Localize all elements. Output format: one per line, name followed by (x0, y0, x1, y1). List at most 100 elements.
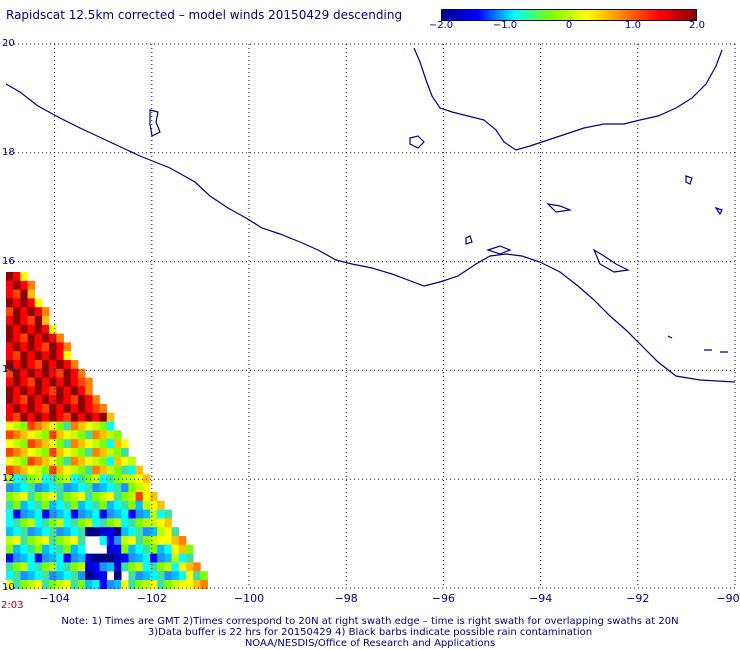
swath-cell (27, 404, 36, 414)
swath-cell (27, 430, 36, 440)
swath-cell (178, 562, 187, 572)
swath-cell (92, 404, 100, 414)
swath-cell (34, 377, 43, 387)
swath-cell (49, 536, 57, 546)
swath-cell (106, 483, 115, 493)
swath-cell (42, 483, 50, 493)
swath-cell (6, 536, 14, 546)
swath-cell (85, 430, 93, 440)
swath-cell (106, 544, 115, 554)
swath-cell (56, 368, 64, 378)
swath-cell (135, 553, 144, 563)
swath-cell (171, 527, 180, 537)
swath-cell (20, 430, 28, 440)
swath-cell (49, 509, 57, 519)
swath-cell (49, 430, 57, 440)
swath-cell (13, 360, 21, 370)
swath-cell (135, 500, 144, 510)
swath-cell (13, 500, 21, 510)
swath-cell (99, 465, 108, 475)
latitude-label: 20 (2, 38, 15, 49)
swath-cell (106, 439, 115, 449)
swath-cell (56, 421, 64, 431)
swath-cell (13, 404, 21, 414)
swath-cell (6, 368, 14, 378)
swath-cell (63, 580, 72, 590)
swath-cell (63, 544, 72, 554)
swath-cell (13, 430, 21, 440)
coastline-path (667, 335, 673, 339)
swath-cell (42, 395, 50, 405)
swath-cell (142, 483, 151, 493)
swath-cell (34, 386, 43, 396)
swath-cell (70, 500, 79, 510)
swath-cell (34, 439, 43, 449)
swath-cell (42, 553, 50, 563)
swath-cell (178, 536, 187, 546)
swath-cell (121, 439, 129, 449)
swath-cell (135, 571, 144, 581)
swath-cell (128, 518, 136, 528)
swath-cell (186, 562, 194, 572)
swath-cell (70, 386, 79, 396)
swath-cell (6, 377, 14, 387)
swath-cell (63, 553, 72, 563)
swath-cell (106, 456, 115, 466)
swath-cell (6, 483, 14, 493)
swath-cell (114, 553, 122, 563)
swath-cell (121, 536, 129, 546)
colorbar-tick-label: −2.0 (428, 20, 454, 31)
swath-cell (20, 439, 28, 449)
swath-cell (34, 298, 43, 308)
swath-cell (27, 536, 36, 546)
swath-cell (78, 430, 86, 440)
swath-cell (92, 448, 100, 458)
swath-cell (20, 342, 28, 352)
swath-cell (128, 483, 136, 493)
coastline (5, 47, 736, 383)
swath-cell (6, 492, 14, 502)
swath-cell (121, 474, 129, 484)
swath-cell (6, 544, 14, 554)
swath-cell (135, 474, 144, 484)
swath-cell (135, 544, 144, 554)
swath-cell (27, 527, 36, 537)
swath-cell (56, 492, 64, 502)
swath-cell (121, 492, 129, 502)
swath-cell (128, 553, 136, 563)
swath-cell (150, 580, 158, 590)
swath-cell (78, 518, 86, 528)
swath-cell (99, 536, 108, 546)
swath-cell (178, 580, 187, 590)
swath-cell (171, 544, 180, 554)
swath-cell (70, 430, 79, 440)
swath-cell (157, 562, 165, 572)
swath-cell (27, 412, 36, 422)
swath-cell (85, 404, 93, 414)
swath-cell (27, 580, 36, 590)
swath-cell (121, 544, 129, 554)
swath-cell (42, 430, 50, 440)
swath-cell (56, 536, 64, 546)
swath-cell (56, 342, 64, 352)
swath-cell (20, 500, 28, 510)
swath-cell (6, 280, 14, 290)
swath-cell (20, 351, 28, 361)
swath-cell (34, 351, 43, 361)
swath-cell (142, 518, 151, 528)
swath-cell (106, 412, 115, 422)
swath-time-label: 2:03 (1, 600, 24, 611)
swath-cell (49, 562, 57, 572)
swath-cell (27, 439, 36, 449)
swath-cell (70, 465, 79, 475)
swath-cell (27, 456, 36, 466)
swath-cell (164, 544, 172, 554)
swath-cell (99, 500, 108, 510)
swath-cell (99, 518, 108, 528)
swath-cell (99, 562, 108, 572)
swath-cell (157, 536, 165, 546)
swath-cell (70, 377, 79, 387)
swath-cell (34, 465, 43, 475)
swath-cell (56, 448, 64, 458)
swath-cell (56, 518, 64, 528)
